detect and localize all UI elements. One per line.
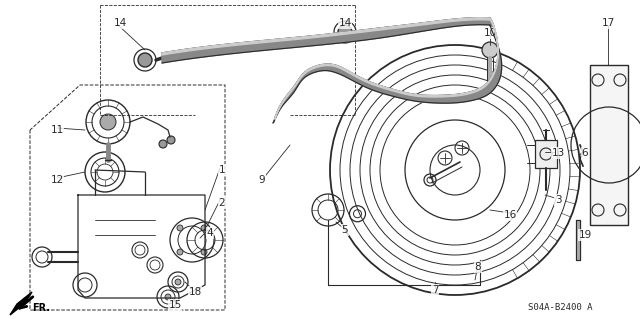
Text: 6: 6 (582, 148, 588, 158)
Polygon shape (275, 18, 498, 120)
Text: 13: 13 (552, 148, 564, 158)
Text: 3: 3 (555, 195, 561, 205)
Circle shape (100, 114, 116, 130)
Circle shape (201, 249, 207, 255)
Text: 7: 7 (432, 285, 438, 295)
Text: 14: 14 (113, 18, 127, 28)
Text: 2: 2 (219, 198, 225, 208)
Text: 1: 1 (219, 165, 225, 175)
Circle shape (177, 249, 183, 255)
Text: 15: 15 (168, 300, 182, 310)
Polygon shape (576, 220, 580, 260)
Text: 9: 9 (259, 175, 266, 185)
Text: S04A-B2400 A: S04A-B2400 A (528, 303, 592, 313)
Text: 19: 19 (579, 230, 591, 240)
Polygon shape (273, 18, 502, 123)
Text: 17: 17 (602, 18, 614, 28)
Text: 5: 5 (342, 225, 348, 235)
Polygon shape (162, 18, 490, 55)
Circle shape (167, 136, 175, 144)
Circle shape (177, 225, 183, 231)
Text: 10: 10 (483, 28, 497, 38)
Circle shape (165, 294, 171, 300)
Circle shape (138, 53, 152, 67)
Text: 12: 12 (51, 175, 63, 185)
Circle shape (482, 42, 498, 58)
Text: 14: 14 (339, 18, 351, 28)
Bar (590, 65, 628, 225)
Bar (535, 140, 557, 168)
Text: 4: 4 (207, 228, 213, 238)
Text: 16: 16 (504, 210, 516, 220)
Circle shape (338, 25, 352, 39)
Circle shape (201, 225, 207, 231)
Text: 11: 11 (51, 125, 63, 135)
Text: 18: 18 (188, 287, 202, 297)
Circle shape (175, 279, 181, 285)
Text: FR.: FR. (32, 303, 50, 313)
Polygon shape (10, 292, 32, 315)
Circle shape (159, 140, 167, 148)
Text: 8: 8 (475, 262, 481, 272)
Polygon shape (162, 18, 490, 63)
